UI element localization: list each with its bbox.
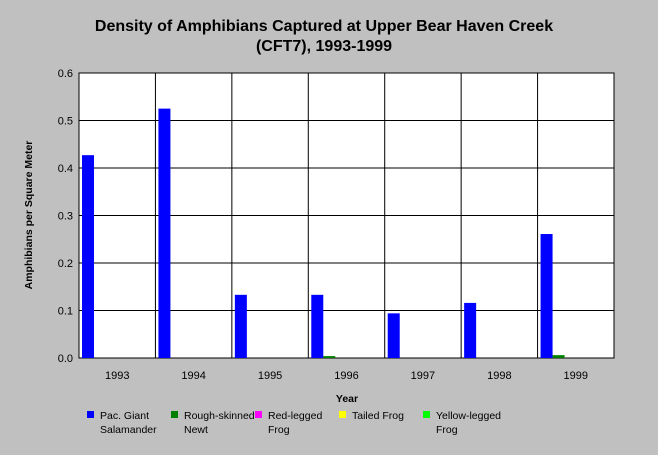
y-tick-label: 0.0 [58, 353, 73, 365]
y-tick-label: 0.3 [58, 211, 73, 223]
y-tick-label: 0.1 [58, 306, 73, 318]
x-tick-label: 1997 [411, 370, 435, 382]
y-tick-label: 0.6 [58, 68, 73, 80]
bar-pac-giant-salamander-1996 [311, 294, 324, 358]
y-tick-label: 0.2 [58, 258, 73, 270]
bar-pac-giant-salamander-1998 [464, 302, 477, 358]
legend-label: Frog [436, 424, 458, 436]
x-tick-label: 1995 [258, 370, 282, 382]
x-tick-label: 1998 [487, 370, 511, 382]
legend-label: Pac. Giant [100, 410, 149, 422]
x-tick-label: 1993 [105, 370, 129, 382]
legend-label: Newt [184, 424, 208, 436]
legend-label: Red-legged [268, 410, 322, 422]
chart-title-line-2: (CFT7), 1993-1999 [256, 38, 392, 55]
legend-label: Salamander [100, 424, 157, 436]
legend-swatch [339, 411, 346, 418]
bar-pac-giant-salamander-1999 [540, 234, 553, 358]
y-tick-label: 0.4 [58, 163, 73, 175]
y-tick-label: 0.5 [58, 116, 73, 128]
y-tick-labels: 0.0 0.1 0.2 0.3 0.4 0.5 0.6 [58, 68, 73, 365]
legend-swatch [423, 411, 430, 418]
y-axis-label: Amphibians per Square Meter [23, 141, 35, 290]
legend-swatch [87, 411, 94, 418]
x-tick-label: 1999 [564, 370, 588, 382]
x-axis-label: Year [336, 393, 358, 405]
legend-label: Yellow-legged [436, 410, 501, 422]
legend-label: Rough-skinned [184, 410, 255, 422]
bar-rough-skinned-newt-1999 [552, 355, 565, 358]
legend-label: Frog [268, 424, 290, 436]
legend-swatch [255, 411, 262, 418]
legend: Pac. Giant Salamander Rough-skinned Newt Red… [87, 410, 501, 436]
x-tick-labels: 1993 1994 1995 1996 1997 1998 1999 [105, 370, 588, 382]
bar-pac-giant-salamander-1994 [158, 108, 171, 358]
chart-title-line-1: Density of Amphibians Captured at Upper … [95, 18, 553, 35]
bar-pac-giant-salamander-1997 [387, 313, 400, 358]
bar-pac-giant-salamander-1995 [234, 294, 247, 358]
bar-pac-giant-salamander-1993 [82, 155, 94, 358]
bars [82, 108, 565, 358]
legend-label: Tailed Frog [352, 410, 404, 422]
bar-rough-skinned-newt-1996 [323, 356, 336, 358]
x-tick-label: 1994 [181, 370, 205, 382]
x-tick-label: 1996 [334, 370, 358, 382]
legend-swatch [171, 411, 178, 418]
